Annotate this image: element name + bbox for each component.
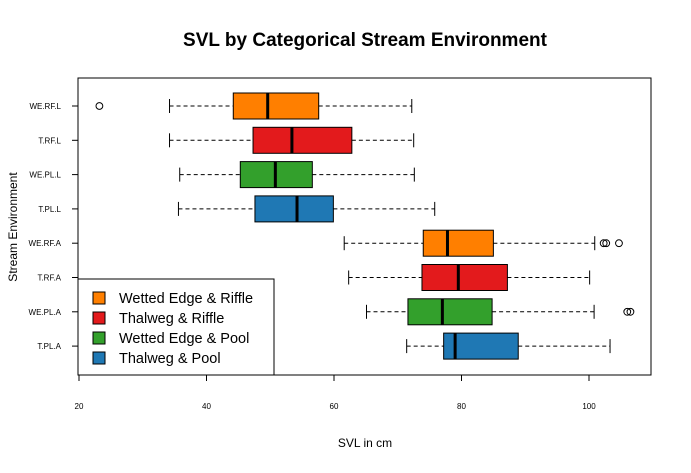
boxplot-t-rf-a: [348, 264, 591, 291]
legend: Wetted Edge & Riffle Thalweg & Riffle Wett…: [77, 278, 275, 376]
y-tick-label: T.PL.L: [38, 205, 61, 214]
boxplot-t-rf-l: [169, 126, 415, 154]
outlier-point: [626, 307, 635, 316]
boxplot-t-pl-l: [177, 195, 436, 223]
boxplot-we-rf-l: [95, 92, 413, 120]
y-tick-label: WE.PL.L: [29, 171, 61, 180]
y-tick-label: T.RF.A: [37, 274, 61, 283]
x-tick-label: 60: [330, 402, 339, 411]
y-tick-label: T.PL.A: [37, 342, 61, 351]
chart-title: SVL by Categorical Stream Environment: [183, 30, 548, 51]
legend-swatch: [92, 331, 106, 345]
box-iqr: [254, 195, 334, 223]
box-iqr: [422, 229, 494, 257]
box-iqr: [407, 298, 493, 326]
legend-label: Thalweg & Pool: [119, 351, 221, 367]
outlier-point: [599, 239, 608, 248]
y-axis: WE.RF.L T.RF.L WE.PL.L T.PL.L WE.RF.A T.RF.A W…: [29, 102, 79, 351]
outlier-point: [615, 239, 623, 248]
legend-label: Wetted Edge & Riffle: [119, 291, 253, 307]
legend-label: Thalweg & Riffle: [119, 311, 224, 327]
y-tick-label: WE.RF.A: [29, 239, 62, 248]
outlier-point: [95, 102, 104, 110]
box-iqr: [421, 264, 508, 291]
x-axis: 20 40 60 80 100: [75, 374, 596, 411]
outlier-point: [623, 307, 632, 316]
box-group: [95, 92, 635, 360]
legend-label: Wetted Edge & Pool: [119, 331, 249, 347]
box-iqr: [232, 92, 320, 120]
x-tick-label: 80: [457, 402, 466, 411]
boxplot-we-pl-l: [179, 161, 415, 189]
box-iqr: [252, 126, 353, 154]
x-tick-label: 40: [202, 402, 211, 411]
legend-swatch: [92, 291, 106, 305]
y-tick-label: WE.PL.A: [29, 308, 62, 317]
boxplot-we-rf-a: [343, 229, 623, 257]
x-tick-label: 100: [582, 402, 596, 411]
boxplot-we-pl-a: [366, 298, 635, 326]
legend-box: [77, 278, 275, 376]
legend-swatch: [92, 351, 106, 365]
y-tick-label: WE.RF.L: [29, 102, 61, 111]
y-axis-label: Stream Environment: [6, 172, 20, 282]
outlier-point: [602, 239, 611, 248]
legend-swatch: [92, 311, 106, 325]
x-axis-label: SVL in cm: [338, 436, 392, 450]
x-tick-label: 20: [75, 402, 84, 411]
y-tick-label: T.RF.L: [38, 136, 61, 145]
boxplot-t-pl-a: [406, 332, 611, 360]
